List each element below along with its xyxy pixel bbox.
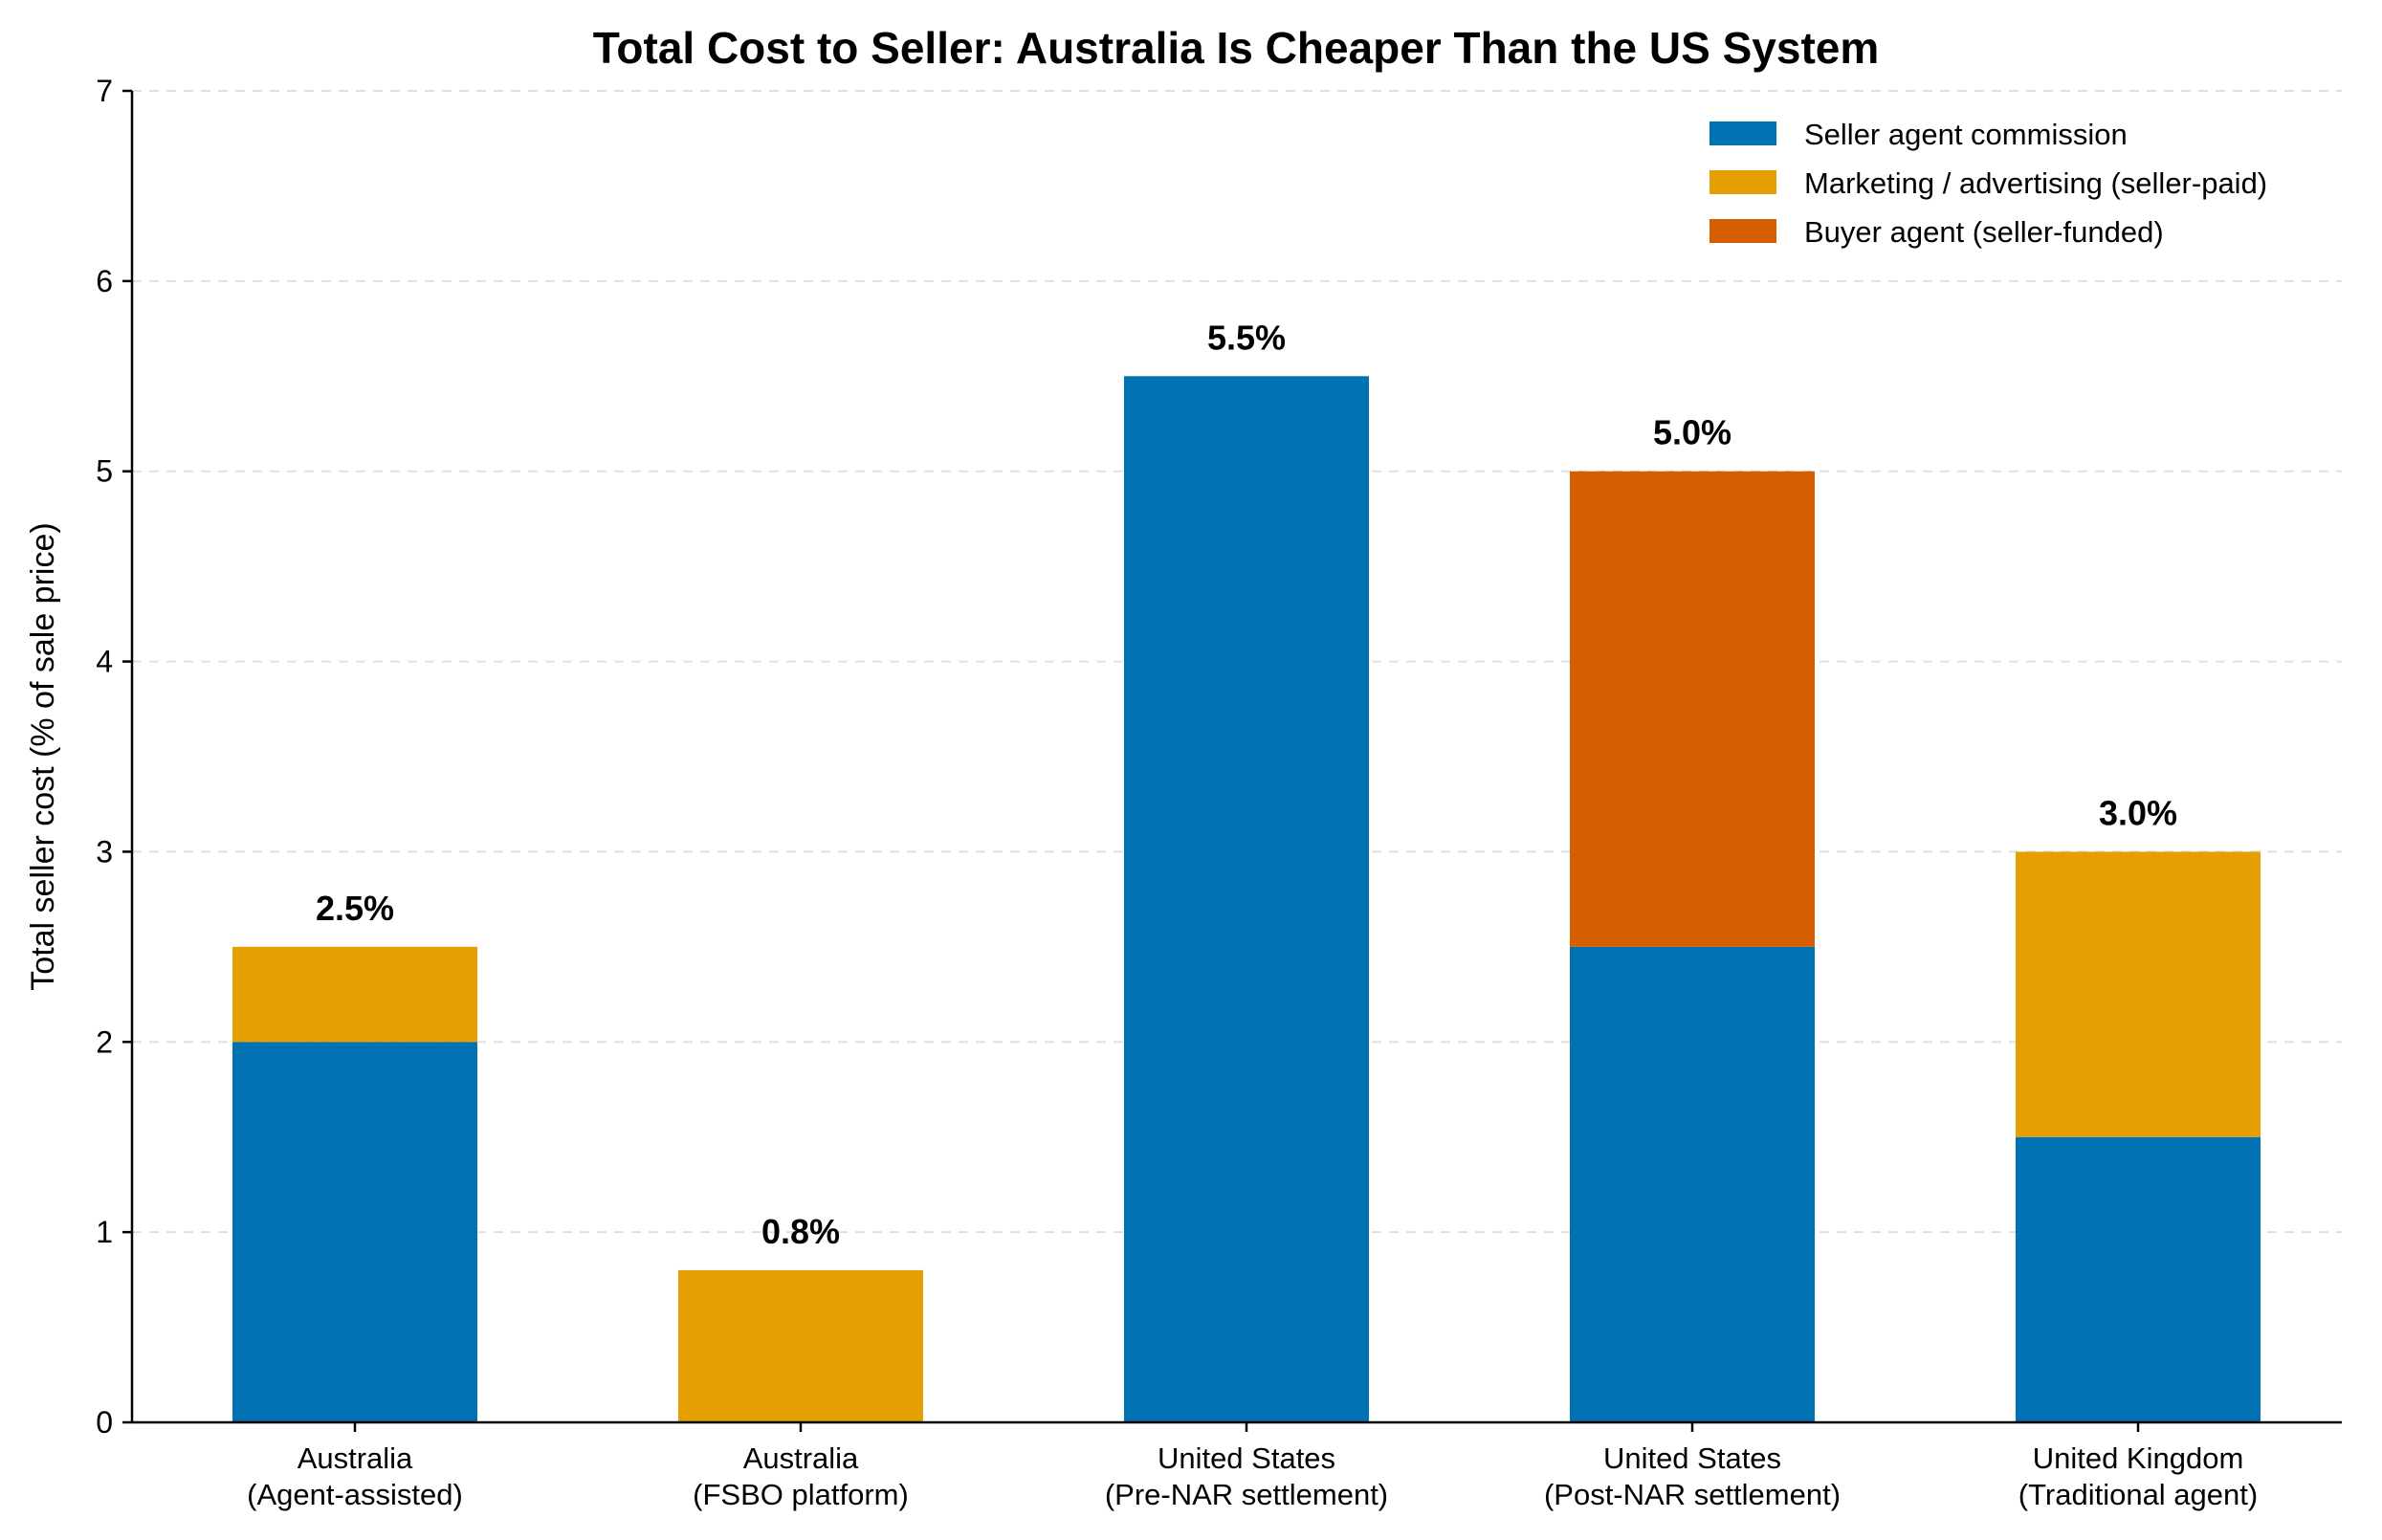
y-tick-label: 5 [96,454,113,489]
legend-swatch [1709,219,1776,243]
bar-total-label: 3.0% [2099,793,2177,832]
bar-segment [678,1269,923,1422]
y-tick-label: 7 [96,74,113,108]
bar-segment [1124,376,1369,1423]
y-axis-ticks: 0 1 2 3 4 5 6 7 [96,74,132,1440]
y-tick-label: 2 [96,1024,113,1059]
y-tick-label: 1 [96,1215,113,1249]
x-tick-label: United Kingdom (Traditional agent) [2018,1441,2258,1511]
bar-segment [2016,1136,2261,1422]
bar-total-labels: 2.5% 0.8% 5.5% 5.0% 3.0% [316,318,2177,1251]
chart-title: Total Cost to Seller: Australia Is Cheap… [593,23,1880,73]
bar-segment [1570,946,1815,1422]
bar-segment [2016,851,2261,1137]
legend-label: Seller agent commission [1804,118,2128,151]
legend: Seller agent commission Marketing / adver… [1709,118,2267,249]
y-tick-label: 6 [96,264,113,298]
legend-label: Marketing / advertising (seller-paid) [1804,166,2267,200]
axes [130,91,2342,1424]
bar-total-label: 5.0% [1653,413,1731,452]
bar-segment [1570,471,1815,947]
x-tick-label: Australia (FSBO platform) [693,1441,909,1511]
bar-segment [232,1042,477,1422]
legend-label: Buyer agent (seller-funded) [1804,215,2164,249]
y-axis-title: Total seller cost (% of sale price) [25,522,61,990]
x-tick-label: United States (Post-NAR settlement) [1544,1441,1841,1511]
legend-swatch [1709,170,1776,194]
x-axis-ticks: Australia (Agent-assisted) Australia (FSBO … [247,1422,2258,1511]
bar-total-label: 5.5% [1207,318,1286,357]
y-tick-label: 4 [96,645,113,679]
y-tick-label: 3 [96,834,113,869]
bar-segment [232,946,477,1043]
bar-total-label: 2.5% [316,889,394,928]
x-tick-label: United States (Pre-NAR settlement) [1105,1441,1388,1511]
bar-total-label: 0.8% [761,1212,840,1251]
legend-swatch [1709,121,1776,145]
bars [232,376,2261,1423]
x-tick-label: Australia (Agent-assisted) [247,1441,463,1511]
y-tick-label: 0 [96,1405,113,1440]
